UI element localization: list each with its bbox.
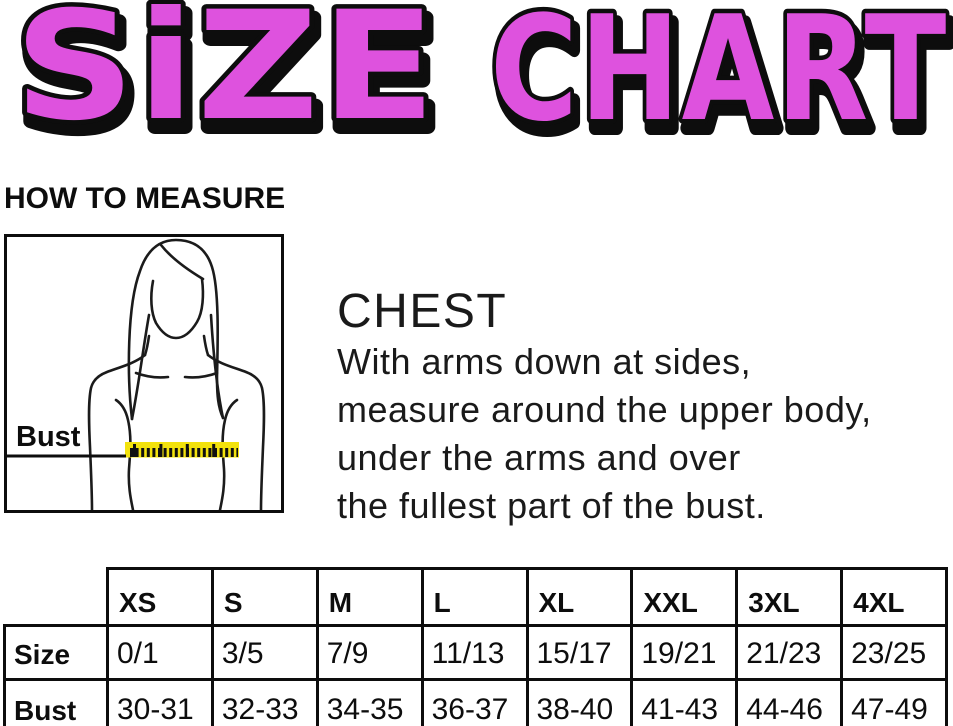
table-cell: 36-37 [420,678,529,726]
chest-instruction-line: under the arms and over [337,437,741,478]
collarbone-right [183,371,219,379]
bust-figure-label: Bust [16,421,81,453]
table-cell: 34-35 [315,678,424,726]
table-cell: 7/9 [315,624,424,681]
column-header: 3XL [735,567,844,627]
table-cell: 38-40 [525,678,634,726]
size-values-row: Size 0/1 3/5 7/9 11/13 15/17 19/21 21/23… [3,624,948,681]
table-cell: 44-46 [735,678,844,726]
column-header: S [210,567,319,627]
title-word-chart-shadow: CHART [494,0,952,155]
how-to-measure-heading: HOW TO MEASURE [4,182,286,215]
chest-heading: CHEST [337,285,508,338]
hair-outline [127,238,225,421]
title-front: SiZE CHART [10,0,951,155]
title-shadow: SiZE CHART [11,0,953,155]
table-cell: 19/21 [630,624,739,681]
column-header: M [315,567,424,627]
table-cell: 0/1 [106,624,214,681]
column-header: L [420,567,529,627]
neck-right [202,334,210,357]
chest-instruction-block: CHEST With arms down at sides, measure a… [337,286,949,530]
size-table-header-row: XS S M L XL XXL 3XL 4XL [5,567,948,627]
hair-part-line [159,243,205,281]
bust-values-row: Bust 30-31 32-33 34-35 36-37 38-40 41-43… [3,678,948,726]
neck-left [143,334,151,357]
woman-figure-illustration [7,238,266,510]
chest-instruction-line: With arms down at sides, [337,341,752,382]
table-corner-cell [5,569,108,626]
table-cell: 41-43 [630,678,739,726]
column-header: 4XL [840,567,948,627]
column-header: XL [525,567,634,627]
table-cell: 11/13 [420,624,529,681]
column-header: XXL [630,567,739,627]
measurement-figure-box: Bust [4,234,284,513]
table-cell: 47-49 [840,678,948,726]
column-header: XS [106,567,214,627]
table-cell: 21/23 [735,624,844,681]
collarbone-left [134,371,170,379]
table-cell: 32-33 [210,678,319,726]
title-word-chart: CHART [490,0,948,154]
hair-strand-left [130,313,151,421]
row-label: Size [3,624,109,681]
title-art: SiZE CHART SiZE CHART [10,0,953,155]
size-table: XS S M L XL XXL 3XL 4XL Size 0/1 3/5 7/9… [3,567,948,726]
shoulder-arm-left [87,353,147,510]
chest-instruction-line: the fullest part of the bust. [337,485,766,526]
title-word-size: SiZE [14,0,438,154]
chest-instruction-line: measure around the upper body, [337,389,872,430]
face-outline [150,277,205,340]
hair-strand-right [209,313,225,420]
table-cell: 15/17 [525,624,634,681]
table-cell: 23/25 [840,624,948,681]
table-cell: 3/5 [210,624,319,681]
table-cell: 30-31 [106,678,214,726]
shoulder-arm-right [206,353,266,510]
row-label: Bust [3,678,109,726]
title-word-size-shadow: SiZE [18,0,442,155]
